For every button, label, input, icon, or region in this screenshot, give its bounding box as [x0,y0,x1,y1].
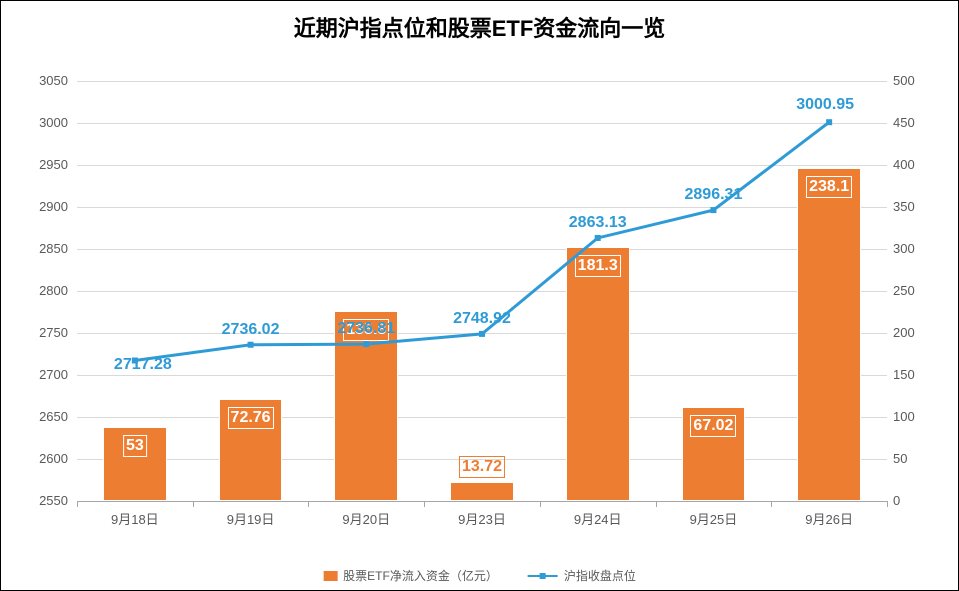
y-right-tick-label: 50 [893,451,943,466]
x-tick-label: 9月25日 [690,509,738,528]
y-left-tick-label: 2650 [8,409,68,424]
x-tick-label: 9月24日 [574,509,622,528]
line-value-label: 2717.28 [114,356,172,374]
line-value-label: 3000.95 [796,96,854,114]
y-right-tick-label: 350 [893,199,943,214]
y-left-tick-label: 2700 [8,367,68,382]
line-value-label: 2748.92 [453,310,511,328]
plot-area: 5372.76135.813.72181.367.02238.12717.282… [77,81,887,501]
y-right-tick-label: 250 [893,283,943,298]
y-right-tick-label: 400 [893,157,943,172]
x-tick-label: 9月18日 [111,509,159,528]
y-left-tick-label: 2900 [8,199,68,214]
x-tick-label: 9月19日 [227,509,275,528]
line-value-label: 2896.31 [685,186,743,204]
y-left-tick-label: 2850 [8,241,68,256]
y-left-tick-label: 2750 [8,325,68,340]
y-left-tick-label: 2950 [8,157,68,172]
y-right-tick-label: 150 [893,367,943,382]
x-tick-label: 9月20日 [342,509,390,528]
y-left-tick-label: 3000 [8,115,68,130]
y-left-tick-label: 2600 [8,451,68,466]
y-right-tick-label: 500 [893,73,943,88]
line-value-label: 2736.02 [222,321,280,339]
legend-item-bar: 股票ETF净流入资金（亿元） [323,567,498,584]
legend: 股票ETF净流入资金（亿元） 沪指收盘点位 [323,567,636,584]
chart-title: 近期沪指点位和股票ETF资金流向一览 [1,11,958,43]
line-value-label: 2736.81 [337,320,395,338]
legend-item-line: 沪指收盘点位 [528,567,636,584]
legend-label-line: 沪指收盘点位 [564,567,636,584]
x-tick-label: 9月26日 [805,509,853,528]
y-left-tick-label: 2800 [8,283,68,298]
legend-swatch-line [528,575,558,577]
y-left-tick-label: 2550 [8,493,68,508]
legend-swatch-bar [323,571,337,581]
y-right-tick-label: 300 [893,241,943,256]
y-left-tick-label: 3050 [8,73,68,88]
y-right-tick-label: 0 [893,493,943,508]
legend-label-bar: 股票ETF净流入资金（亿元） [343,567,498,584]
y-right-tick-label: 200 [893,325,943,340]
y-right-tick-label: 450 [893,115,943,130]
line-value-label: 2863.13 [569,214,627,232]
x-tick-label: 9月23日 [458,509,506,528]
line-series [77,81,887,501]
chart-container: 近期沪指点位和股票ETF资金流向一览 5372.76135.813.72181.… [1,1,958,590]
y-right-tick-label: 100 [893,409,943,424]
